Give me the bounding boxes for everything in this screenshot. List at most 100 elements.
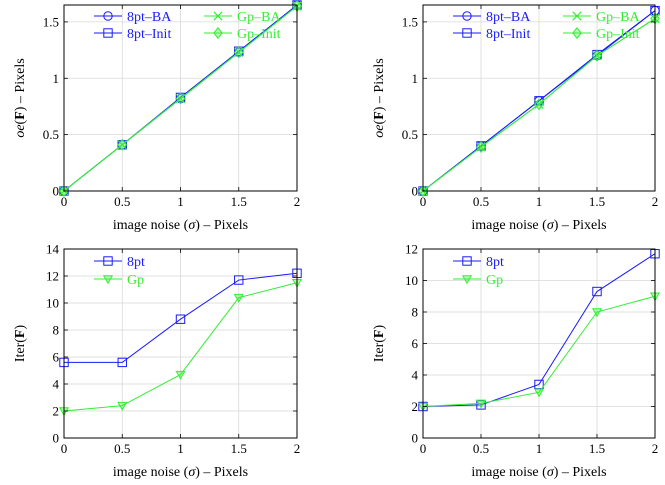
data-point-8pt-3	[592, 286, 602, 297]
legend: 8pt–BA 8pt–Init Gp–BA Gp–Init	[453, 10, 640, 42]
y-axis-label-paren-open: (	[372, 119, 387, 124]
y-axis-label: Iter(F)	[372, 325, 387, 363]
y-tick-label: 0.5	[402, 127, 418, 142]
y-axis-label: oe(F) – Pixels	[13, 58, 28, 137]
x-axis-label: image noise (σ) – Pixels	[471, 465, 606, 480]
x-axis-label-symbol: σ	[547, 218, 555, 233]
x-tick-label: 2	[294, 194, 301, 209]
x-tick-label: 1	[177, 441, 184, 456]
legend-label-Gp–Init: Gp–Init	[237, 27, 281, 42]
x-axis-label-pre: image noise (	[471, 218, 547, 233]
legend-label-8pt: 8pt	[486, 255, 504, 270]
series-line-Gp–Init	[63, 5, 298, 192]
y-axis-label-post: – Pixels	[372, 58, 387, 106]
data-point-8pt-3	[234, 275, 244, 285]
y-tick-label: 1	[53, 71, 60, 86]
x-axis-label: image noise (σ) – Pixels	[113, 465, 248, 480]
x-axis-label-post: ) – Pixels	[554, 465, 607, 480]
chart-panel-1: 0 0.5 1 1.5 2 0 0.5 1 1.5 image noise (σ) – Pixel…	[13, 0, 302, 233]
data-point-Gp-1	[475, 399, 487, 409]
y-axis-label-post: )	[372, 325, 387, 330]
chart-panel-3: 0 0.5 1 1.5 2 0 2 4 6 8 10 12 14 image noise (σ) – Pi…	[13, 242, 303, 480]
x-axis-label-post: ) – Pixels	[554, 218, 607, 233]
data-point-Gp-1	[117, 401, 128, 411]
y-tick-label: 12	[46, 269, 59, 284]
x-tick-label: 0	[420, 194, 427, 209]
series-line-Gp	[422, 295, 656, 407]
x-tick-label: 1	[177, 194, 184, 209]
x-axis-label-post: ) – Pixels	[195, 218, 248, 233]
x-tick-label: 0	[420, 441, 427, 456]
y-tick-label: 0	[412, 431, 419, 446]
x-axis-label-symbol: σ	[188, 465, 196, 480]
x-tick-label: 2	[652, 441, 659, 456]
x-tick-label: 2	[294, 441, 301, 456]
y-tick-label: 2	[412, 399, 419, 414]
x-tick-label: 0.5	[114, 441, 130, 456]
y-axis-label-bold: F	[13, 111, 28, 120]
x-tick-label: 1.5	[231, 194, 247, 209]
x-tick-label: 0.5	[114, 194, 130, 209]
y-tick-label: 4	[412, 368, 419, 383]
y-axis-label-bold: F	[13, 330, 28, 339]
data-point-Gp-3	[591, 308, 603, 318]
x-tick-label: 0	[61, 441, 68, 456]
y-tick-label: 14	[46, 242, 60, 257]
legend: 8pt Gp	[94, 255, 145, 288]
legend-label-8pt–Init: 8pt–Init	[486, 27, 530, 42]
y-tick-label: 10	[46, 296, 59, 311]
y-tick-label: 6	[53, 350, 60, 365]
y-tick-label: 0.5	[43, 127, 59, 142]
legend-marker-8pt–BA	[103, 11, 113, 21]
y-axis-label-italic: oe	[13, 124, 28, 137]
legend: 8pt Gp	[453, 255, 504, 288]
legend-marker-Gp–Init	[213, 27, 223, 39]
data-point-8pt-1	[476, 400, 486, 410]
y-axis-label-post: – Pixels	[13, 58, 28, 106]
chart-panel-4: 0 0.5 1 1.5 2 0 2 4 6 8 10 12 image noise (σ) – Pixe…	[372, 242, 661, 480]
legend-marker-Gp–Init	[572, 27, 582, 39]
legend-marker-8pt–Init	[462, 28, 472, 38]
data-point-Gp–Init-1	[476, 141, 486, 154]
y-tick-label: 12	[405, 242, 418, 257]
y-axis-label-pre: Iter(	[13, 338, 28, 362]
legend-label-8pt–BA: 8pt–BA	[127, 10, 172, 25]
legend-label-8pt–BA: 8pt–BA	[486, 10, 531, 25]
x-tick-label: 0	[61, 194, 68, 209]
legend-marker-Gp	[102, 275, 114, 285]
data-point-8pt-1	[117, 357, 127, 368]
y-tick-label: 8	[53, 323, 60, 338]
legend-marker-8pt–Init	[103, 28, 113, 38]
data-point-Gp–Init-2	[534, 98, 544, 111]
y-axis-label-paren-close: )	[13, 106, 28, 111]
legend-label-Gp–BA: Gp–BA	[237, 10, 281, 25]
data-point-Gp-2	[175, 370, 186, 380]
x-axis-label-pre: image noise (	[113, 218, 189, 233]
legend-label-Gp–Init: Gp–Init	[596, 27, 640, 42]
data-point-Gp–Init-3	[233, 46, 244, 59]
x-axis-label: image noise (σ) – Pixels	[113, 218, 248, 233]
x-axis-label: image noise (σ) – Pixels	[471, 218, 606, 233]
y-tick-label: 6	[412, 336, 419, 351]
y-axis-label-post: )	[13, 325, 28, 330]
y-tick-label: 0	[412, 184, 419, 199]
x-axis-label-symbol: σ	[188, 218, 196, 233]
series-line-8pt	[422, 253, 656, 407]
legend-marker-Gp–BA	[213, 11, 223, 21]
x-tick-label: 1	[536, 194, 543, 209]
x-tick-label: 1.5	[589, 441, 605, 456]
chart-panel-2: 0 0.5 1 1.5 2 0 0.5 1 1.5 image noise (σ) – Pixel…	[372, 4, 660, 233]
y-tick-label: 4	[53, 377, 60, 392]
legend-label-8pt–Init: 8pt–Init	[127, 27, 171, 42]
x-tick-label: 1.5	[589, 194, 605, 209]
series-line-8pt	[64, 272, 298, 363]
legend: 8pt–BA 8pt–Init Gp–BA Gp–Init	[94, 10, 281, 42]
y-axis-label-bold: F	[372, 330, 387, 339]
x-tick-label: 1.5	[231, 441, 247, 456]
y-tick-label: 1.5	[43, 14, 59, 29]
x-axis-label-post: ) – Pixels	[195, 465, 248, 480]
data-point-8pt-2	[175, 314, 186, 324]
legend-label-Gp: Gp	[127, 273, 144, 288]
y-tick-label: 1	[412, 71, 419, 86]
x-axis-label-symbol: σ	[547, 465, 555, 480]
